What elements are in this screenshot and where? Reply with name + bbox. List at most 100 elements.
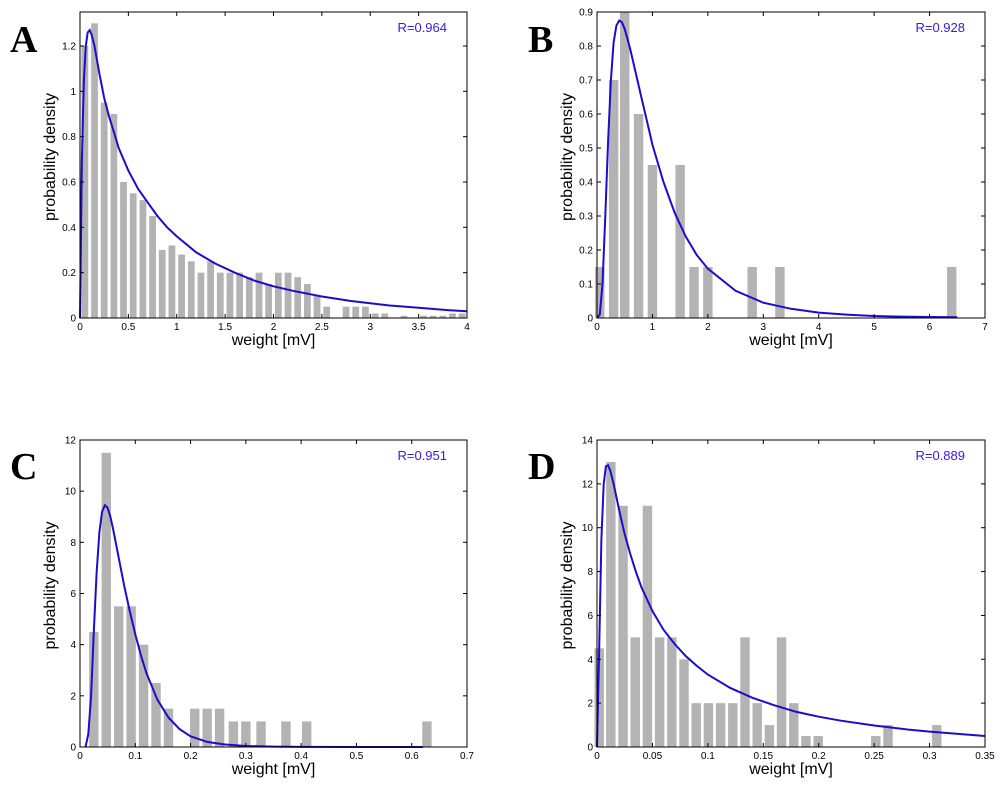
bar-d-7: [679, 659, 689, 747]
bar-c-0: [89, 631, 99, 747]
bar-b-2: [620, 12, 630, 318]
axes-box-b: [596, 11, 986, 319]
ytick-label-a-2: 0.4: [62, 223, 76, 234]
bar-d-3: [630, 637, 640, 747]
panel-label-d: D: [528, 446, 556, 488]
ytick-label-c-3: 6: [70, 589, 76, 600]
bar-c-1: [101, 452, 111, 747]
bar-a-14: [216, 272, 224, 318]
xtick-label-b-5: 5: [871, 322, 877, 333]
ytick-label-a-6: 1.2: [62, 42, 76, 53]
bar-d-15: [776, 637, 787, 747]
bar-d-11: [728, 703, 738, 747]
bar-a-13: [207, 261, 214, 318]
panel-label-b: B: [528, 19, 554, 61]
bar-d-4: [642, 505, 653, 747]
bar-d-2: [618, 505, 628, 747]
x-axis-title-b: weight [mV]: [748, 332, 833, 349]
fit-curve-c: [84, 503, 423, 748]
bar-c-10: [228, 721, 239, 747]
ytick-label-b-1: 0.1: [579, 280, 593, 291]
bar-c-12: [256, 721, 266, 747]
bar-c-13: [281, 721, 291, 747]
axes-box-d: [596, 439, 986, 748]
ytick-label-b-7: 0.7: [579, 76, 593, 87]
ytick-label-a-5: 1: [70, 87, 76, 98]
bar-b-5: [675, 165, 685, 318]
bar-d-17: [801, 736, 811, 747]
xtick-label-c-5: 0.5: [349, 751, 363, 762]
x-axis-title-c: weight [mV]: [231, 761, 316, 778]
xtick-label-b-4: 4: [816, 322, 822, 333]
ytick-label-c-5: 10: [65, 487, 77, 498]
xtick-label-c-7: 0.7: [460, 751, 474, 762]
bar-a-28: [352, 306, 360, 318]
xtick-label-a-5: 2.5: [315, 322, 329, 333]
xtick-label-a-7: 3.5: [412, 322, 426, 333]
bar-a-16: [236, 272, 244, 318]
bar-b-0: [595, 267, 605, 318]
xtick-label-b-2: 2: [705, 322, 711, 333]
bar-a-33: [400, 315, 408, 318]
ytick-label-d-5: 10: [582, 523, 594, 534]
ytick-label-c-2: 4: [70, 640, 76, 651]
xtick-label-a-6: 3: [367, 322, 373, 333]
y-axis-title-b: probability density: [559, 93, 576, 221]
bar-a-4: [120, 182, 127, 318]
xtick-label-c-6: 0.6: [405, 751, 419, 762]
bar-a-23: [303, 284, 311, 318]
y-axis-title-a: probability density: [42, 93, 59, 221]
bar-a-22: [294, 277, 302, 318]
bar-a-10: [178, 254, 185, 318]
bar-c-3: [126, 606, 136, 747]
ytick-label-b-5: 0.5: [579, 144, 593, 155]
bar-a-36: [429, 315, 437, 318]
xtick-label-b-0: 0: [594, 322, 600, 333]
bar-a-35: [420, 315, 427, 318]
ytick-label-d-6: 12: [582, 479, 594, 490]
bar-a-21: [284, 272, 292, 318]
ytick-label-c-1: 2: [70, 691, 76, 702]
ytick-label-c-4: 8: [70, 538, 76, 549]
bar-c-6: [163, 708, 174, 747]
bar-c-8: [202, 708, 212, 747]
bar-b-3: [633, 114, 644, 318]
y-axis-title-c: probability density: [42, 521, 59, 649]
ytick-label-d-2: 4: [587, 655, 593, 666]
bar-a-25: [323, 306, 331, 318]
xtick-label-d-0: 0: [594, 751, 600, 762]
xtick-label-a-4: 2: [271, 322, 277, 333]
xtick-label-d-2: 0.1: [701, 751, 715, 762]
bar-d-14: [764, 725, 775, 747]
xtick-label-a-1: 0.5: [121, 322, 135, 333]
xtick-label-a-0: 0: [77, 322, 83, 333]
bar-c-5: [151, 683, 161, 747]
bar-a-12: [197, 272, 205, 318]
bar-a-24: [313, 295, 321, 318]
ytick-label-d-7: 14: [582, 436, 594, 447]
bar-a-19: [265, 284, 273, 318]
ytick-label-d-1: 2: [587, 699, 593, 710]
ytick-label-b-0: 0: [587, 314, 593, 325]
xtick-label-c-1: 0.1: [128, 751, 142, 762]
panel-label-a: A: [10, 19, 38, 61]
bar-c-9: [214, 708, 225, 747]
x-axis-title-d: weight [mV]: [748, 761, 833, 778]
xtick-label-b-6: 6: [927, 322, 933, 333]
xtick-label-d-7: 0.35: [975, 751, 995, 762]
r-value-a: R=0.964: [397, 20, 447, 35]
ytick-label-b-4: 0.4: [579, 178, 593, 189]
xtick-label-a-8: 4: [464, 322, 470, 333]
bar-a-18: [255, 272, 263, 318]
bar-d-5: [654, 637, 665, 747]
xtick-label-c-2: 0.2: [184, 751, 198, 762]
bar-a-29: [362, 306, 369, 318]
fit-curve-a: [79, 28, 468, 319]
fit-curve-d: [596, 463, 986, 748]
bar-a-1: [91, 23, 98, 318]
r-value-c: R=0.951: [397, 448, 447, 463]
bar-a-9: [168, 245, 176, 318]
